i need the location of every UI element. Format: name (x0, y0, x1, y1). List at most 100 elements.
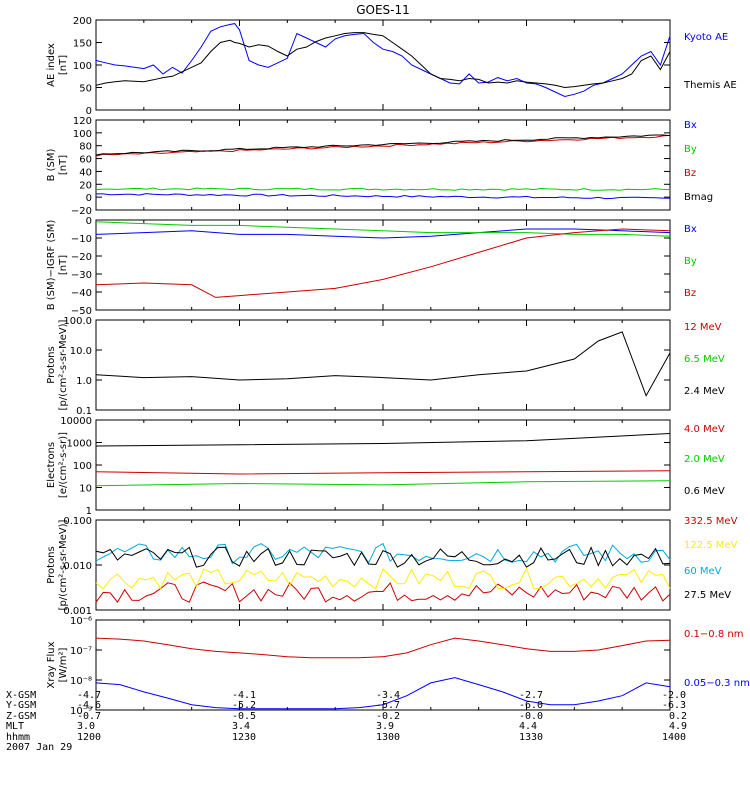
footer-hhmm-1330: 1330 (519, 731, 544, 743)
panel-6-series-2 (95, 567, 671, 590)
panel-2-series-2 (95, 187, 671, 191)
panel-7-legend-2: 0.05−0.3 nm (684, 678, 750, 689)
footer-label-x-gsm: X-GSM (6, 690, 37, 701)
panel-4-ytick-label: 10.0 (70, 346, 92, 357)
panel-2-ylabel: B (SM) (46, 148, 57, 181)
panel-5-series-3 (95, 433, 671, 447)
panel-4-series-3 (95, 331, 671, 397)
panel-4-ytick-label: 1.0 (76, 376, 92, 387)
panel-4-ylabel: Protons (46, 346, 57, 383)
footer-z-gsm-1300: -0.2 (376, 710, 401, 722)
footer-z-gsm-1200: -0.7 (77, 710, 102, 722)
panel-3-ytick-label: −20 (71, 252, 92, 263)
panel-6-legend-4: 27.5 MeV (684, 590, 731, 601)
panel-5-ylabel-units: [e/(cm²-s-sr)] (58, 432, 69, 498)
footer-mlt-1330: 4.4 (519, 721, 538, 733)
panel-1-legend-1: Kyoto AE (684, 32, 728, 43)
panel-4-legend-1: 12 MeV (684, 322, 722, 333)
footer-label-z-gsm: Z-GSM (6, 710, 37, 722)
footer-hhmm-1300: 1300 (376, 731, 401, 743)
panel-1-ytick-label: 0 (86, 106, 92, 117)
panel-1-legend-2: Themis AE (683, 80, 737, 91)
panel-2-ytick-label: 120 (73, 116, 92, 127)
panel-1-ylabel: AE index (46, 43, 57, 87)
footer-hhmm-1400: 1400 (662, 731, 687, 743)
panel-2-legend-4: Bmag (684, 192, 713, 203)
panel-3-legend-2: By (684, 256, 697, 267)
footer-hhmm-1200: 1200 (77, 731, 102, 743)
panel-3-ytick-label: −50 (71, 306, 92, 317)
panel-3-legend-1: Bx (684, 224, 697, 235)
panel-6-legend-1: 332.5 MeV (684, 516, 738, 527)
panel-7-ytick-label: 10⁻⁷ (70, 646, 92, 657)
panel-3-series-3 (95, 228, 671, 298)
panel-5-series-1 (95, 470, 671, 475)
panel-4-ytick-label: 0.1 (76, 406, 92, 417)
panel-3-series-2 (95, 221, 671, 237)
panel-2-legend-2: By (684, 144, 697, 155)
panel-5-legend-2: 2.0 MeV (684, 454, 725, 465)
footer-mlt-1200: 3.0 (77, 721, 96, 733)
panel-7-series-2 (95, 677, 671, 710)
panel-5-legend-3: 0.6 MeV (684, 486, 725, 497)
footer-y-gsm-1200: -4.6 (77, 700, 102, 712)
footer-label-y-gsm: Y-GSM (6, 700, 37, 712)
footer-x-gsm-1300: -3.4 (376, 690, 401, 701)
panel-7-ylabel-units: [W/m²] (58, 647, 69, 682)
panel-2-ytick-label: 60 (79, 155, 92, 166)
panel-6-legend-2: 122.5 MeV (684, 540, 738, 551)
panel-6-series-4 (95, 546, 671, 568)
panel-1-ytick-label: 150 (73, 39, 92, 50)
panel-7-ytick-label: 10⁻⁶ (70, 616, 92, 627)
panel-3-series-1 (95, 228, 671, 239)
panel-2-series-1 (96, 193, 671, 200)
panel-3-ytick-label: −10 (71, 234, 92, 245)
panel-6-ytick-label: 0.100 (63, 516, 92, 527)
panel-2-ytick-label: 100 (73, 129, 92, 140)
panel-1-series-1 (95, 23, 671, 98)
panel-5-ylabel: Electrons (46, 442, 57, 488)
panel-2-series-4 (95, 134, 671, 156)
panel-5-ytick-label: 1 (86, 506, 92, 517)
panel-2-series-3 (95, 134, 671, 157)
panel-1-ytick-label: 200 (73, 16, 92, 27)
footer-y-gsm-1300: -5.7 (376, 700, 401, 712)
panel-3-ytick-label: −40 (71, 288, 92, 299)
panel-5-ytick-label: 10000 (60, 416, 92, 427)
panel-6-ytick-label: 0.001 (63, 606, 92, 617)
panel-2-ytick-label: 80 (79, 142, 92, 153)
panel-2-legend-1: Bx (684, 120, 697, 131)
panel-3-ytick-label: −30 (71, 270, 92, 281)
panel-1-ylabel-units: [nT] (58, 55, 69, 75)
footer-hhmm-1230: 1230 (232, 731, 257, 743)
panel-6-ytick-label: 0.010 (63, 561, 92, 572)
footer-mlt-1230: 3.4 (232, 721, 251, 733)
footer-ephemeris: X-GSM -4.7 -4.1 -3.4 -2.7 -2.0 Y-GSM -4.… (6, 690, 746, 796)
panel-6-series-3 (95, 542, 671, 565)
panel-7-ytick-label: 10⁻⁸ (70, 676, 92, 687)
panel-6-ylabel: Protons (46, 546, 57, 583)
panel-5-legend-1: 4.0 MeV (684, 424, 725, 435)
panel-4-legend-3: 2.4 MeV (684, 386, 725, 397)
panel-5-ytick-label: 100 (73, 461, 92, 472)
chart-title: GOES-11 (356, 3, 410, 17)
panel-3-frame (95, 219, 671, 311)
footer-mlt-1400: 4.9 (669, 721, 688, 733)
panel-1-series-2 (95, 32, 671, 89)
panel-7-ytick-label: 10⁻⁹ (70, 706, 92, 717)
panel-6-ylabel-units: [p/(cm²-s-sr-MeV)] (58, 519, 69, 610)
footer-y-gsm-1330: -6.0 (519, 700, 544, 712)
panel-2-ylabel-units: [nT] (58, 155, 69, 175)
panel-3-ytick-label: 0 (86, 216, 92, 227)
panel-4-legend-2: 6.5 MeV (684, 354, 725, 365)
footer-label-hhmm: hhmm (6, 731, 31, 743)
panel-4-frame (95, 319, 671, 411)
panel-1-ytick-label: 100 (73, 61, 92, 72)
panel-5-ytick-label: 1000 (67, 439, 92, 450)
panel-2-ytick-label: −20 (71, 206, 92, 217)
panel-3-legend-3: Bz (684, 288, 696, 299)
panel-6-legend-3: 60 MeV (684, 566, 722, 577)
footer-y-gsm-1230: -5.2 (232, 700, 257, 712)
panel-5-ytick-label: 10 (79, 484, 92, 495)
